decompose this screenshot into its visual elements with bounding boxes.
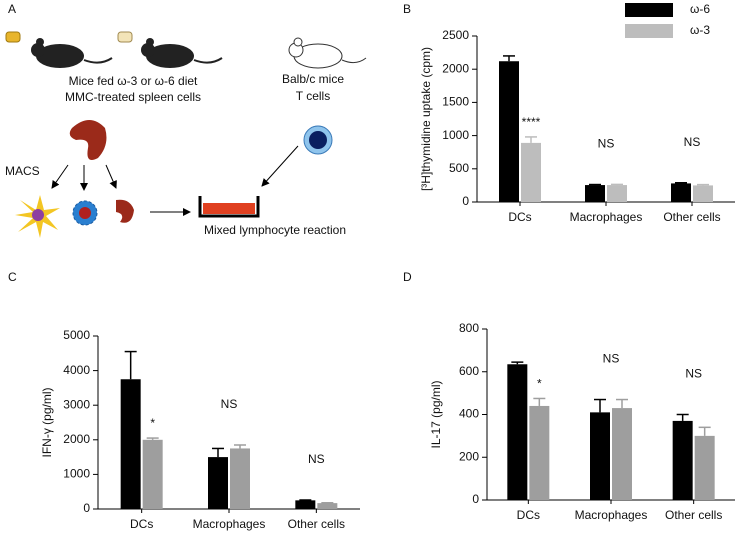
- bar: [529, 405, 550, 500]
- y-tick-label: 1500: [442, 95, 469, 109]
- legend-swatch: [625, 3, 673, 17]
- x-tick-label: Other cells: [663, 210, 720, 224]
- bar: [612, 408, 632, 500]
- x-tick-label: DCs: [517, 508, 540, 522]
- significance: NS: [685, 367, 702, 381]
- y-axis-label: [³H]thymidine uptake (cpm): [419, 47, 433, 191]
- bar-chart: C 0 1000 2000 3000 4000 5000 IFN-γ (pg/ml) DCs * M…: [8, 270, 360, 531]
- spleen: [69, 120, 107, 161]
- bar: [521, 142, 541, 202]
- y-axis-label: IFN-γ (pg/ml): [40, 388, 54, 458]
- y-tick-label: 2000: [63, 432, 90, 446]
- black-mouse: [141, 38, 223, 68]
- x-tick-label: DCs: [508, 210, 531, 224]
- bar: [120, 379, 141, 509]
- white-mouse: [288, 37, 367, 69]
- significance: NS: [684, 135, 701, 149]
- y-tick-label: 2000: [442, 61, 469, 75]
- y-tick-label: 0: [462, 194, 469, 208]
- y-tick-label: 200: [459, 449, 479, 463]
- legend-label: ω-6: [690, 2, 710, 16]
- y-tick-label: 0: [83, 501, 90, 515]
- x-tick-label: Other cells: [665, 508, 722, 522]
- x-tick-label: Macrophages: [570, 210, 643, 224]
- y-tick-label: 600: [459, 364, 479, 378]
- balb-label: T cells: [296, 89, 330, 103]
- bar: [499, 61, 519, 203]
- panel-label: C: [8, 270, 17, 284]
- culture-medium: [203, 203, 255, 214]
- mice-label: Mice fed ω-3 or ω-6 diet: [69, 74, 198, 88]
- significance: ****: [522, 115, 541, 129]
- panel-label: B: [403, 2, 411, 16]
- y-tick-label: 2500: [442, 28, 469, 42]
- bar-chart: B 0 500 1000 1500 2000 2500 [³H]thymidine uptak…: [403, 2, 735, 224]
- bar: [671, 183, 691, 202]
- y-tick-label: 5000: [63, 328, 90, 342]
- bar: [590, 412, 610, 500]
- y-tick-label: 0: [472, 492, 479, 506]
- x-tick-label: DCs: [130, 517, 153, 531]
- significance: *: [537, 377, 542, 391]
- x-tick-label: Other cells: [288, 517, 345, 531]
- x-tick-label: Macrophages: [575, 508, 648, 522]
- bar: [507, 364, 528, 500]
- t-cell: [303, 125, 333, 155]
- significance: NS: [308, 452, 325, 466]
- macrophage: [72, 200, 98, 226]
- y-tick-label: 400: [459, 407, 479, 421]
- significance: NS: [603, 352, 620, 366]
- diet-pellet: [5, 31, 21, 43]
- other-cell: [116, 199, 134, 223]
- bar: [693, 185, 713, 202]
- y-tick-label: 1000: [442, 128, 469, 142]
- y-tick-label: 3000: [63, 397, 90, 411]
- x-tick-label: Macrophages: [193, 517, 266, 531]
- panel-a: A Mice fed ω-3 or ω-6 diet MMC-treated s…: [5, 2, 367, 238]
- reaction-label: Mixed lymphocyte reaction: [204, 223, 346, 237]
- arrow: [51, 164, 69, 189]
- bar: [208, 457, 228, 509]
- y-axis-label: IL-17 (pg/ml): [429, 380, 443, 448]
- bar: [585, 185, 605, 202]
- culture-dish: [198, 196, 260, 218]
- panel-label: A: [8, 2, 16, 16]
- bar: [607, 185, 627, 202]
- macs-label: MACS: [5, 164, 40, 178]
- arrow: [261, 145, 299, 187]
- bar: [142, 439, 163, 509]
- bar: [694, 435, 715, 500]
- legend-label: ω-3: [690, 23, 710, 37]
- significance: NS: [221, 397, 238, 411]
- significance: *: [150, 416, 155, 430]
- y-tick-label: 4000: [63, 363, 90, 377]
- panel-label: D: [403, 270, 412, 284]
- mice-label: MMC-treated spleen cells: [65, 90, 201, 104]
- dendritic-cell: [15, 195, 60, 238]
- legend-swatch: [625, 24, 673, 38]
- significance: NS: [598, 137, 615, 151]
- y-tick-label: 500: [449, 161, 469, 175]
- bar: [230, 448, 250, 509]
- balb-label: Balb/c mice: [282, 72, 344, 86]
- diet-pellet: [117, 31, 133, 43]
- black-mouse: [31, 38, 113, 68]
- y-tick-label: 800: [459, 321, 479, 335]
- bar-chart: D 0 200 400 600 800 IL-17 (pg/ml) DCs * Macrophag…: [403, 270, 735, 522]
- arrow: [105, 164, 117, 189]
- bar: [295, 500, 316, 509]
- y-tick-label: 1000: [63, 467, 90, 481]
- bar: [672, 420, 693, 500]
- bar: [317, 503, 338, 509]
